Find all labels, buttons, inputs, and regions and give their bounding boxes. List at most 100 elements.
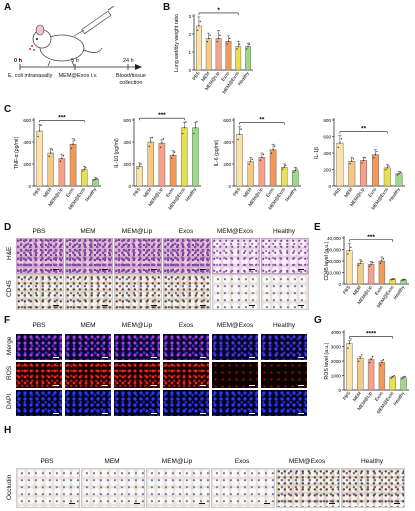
data-point xyxy=(398,172,400,175)
micrograph xyxy=(65,362,111,388)
y-tick-label: 200 xyxy=(223,162,231,167)
data-point xyxy=(248,43,251,45)
y-tick-label: 400 xyxy=(323,151,331,156)
panel-label-e: E xyxy=(314,222,321,233)
data-point xyxy=(94,178,97,181)
data-point xyxy=(250,161,252,163)
data-point xyxy=(183,127,185,129)
data-point xyxy=(285,164,287,167)
data-point xyxy=(293,171,295,173)
scale-bar xyxy=(298,357,304,358)
y-axis-label: TNF-α (pg/ml) xyxy=(14,137,20,170)
y-tick-label: 0 xyxy=(328,184,331,189)
data-point xyxy=(359,262,361,264)
x-tick-label: MEM xyxy=(352,391,362,403)
micrograph xyxy=(163,274,211,310)
data-point xyxy=(259,159,262,161)
data-point xyxy=(85,167,87,169)
y-tick-label: 4000 xyxy=(331,330,342,335)
column-label: MEM@Lip xyxy=(121,228,153,235)
micrograph xyxy=(261,274,309,310)
micrograph xyxy=(211,468,275,508)
data-point xyxy=(219,34,221,37)
micrograph xyxy=(261,334,307,360)
data-point xyxy=(347,347,349,349)
y-tick-label: 2000 xyxy=(331,359,342,364)
data-point xyxy=(182,132,184,135)
data-point xyxy=(238,43,241,45)
panel-label-g: G xyxy=(314,315,322,326)
data-point xyxy=(162,138,165,140)
data-point xyxy=(196,121,198,123)
data-point xyxy=(393,278,395,280)
data-point xyxy=(227,40,230,42)
data-point xyxy=(401,378,403,380)
panel-label-a: A xyxy=(4,2,12,13)
data-point xyxy=(379,364,382,366)
y-tick-label: 0 xyxy=(188,68,191,73)
x-tick-label: Healthy xyxy=(392,390,405,406)
data-point xyxy=(151,136,153,139)
micrograph xyxy=(163,238,211,274)
data-point xyxy=(370,358,372,361)
data-point xyxy=(349,163,351,165)
row-label: H&E xyxy=(6,246,13,260)
bar xyxy=(367,359,375,391)
data-point xyxy=(382,258,385,260)
scale-bar xyxy=(53,357,59,358)
micrograph xyxy=(16,334,62,360)
sig-label: *** xyxy=(367,234,375,241)
bar xyxy=(258,157,266,187)
scale-bar xyxy=(298,413,304,414)
x-tick-label: Exos xyxy=(374,284,384,296)
panel-label-d: D xyxy=(4,222,12,233)
scale-bar xyxy=(53,305,59,306)
data-point xyxy=(140,163,142,165)
x-tick-label: Exos xyxy=(265,186,275,198)
data-point xyxy=(364,157,366,159)
data-point xyxy=(199,20,201,23)
column-label: Healthy xyxy=(360,458,384,465)
micrograph xyxy=(163,362,209,388)
data-point xyxy=(362,159,365,162)
data-point xyxy=(161,142,163,144)
bar xyxy=(192,127,199,187)
bar xyxy=(236,134,243,187)
x-tick-label: PBS xyxy=(342,391,351,401)
y-tick-label: 400 xyxy=(123,140,131,145)
data-point xyxy=(247,45,249,48)
scale-bar xyxy=(151,385,157,386)
x-tick-label: MEM xyxy=(42,187,52,199)
data-point xyxy=(262,153,265,156)
micrograph xyxy=(261,390,307,416)
y-tick-label: 3 xyxy=(188,14,191,19)
data-point xyxy=(337,146,339,149)
bar xyxy=(147,141,155,187)
data-point xyxy=(216,40,218,43)
data-point xyxy=(61,157,63,160)
scale-bar xyxy=(102,357,108,358)
data-point xyxy=(402,279,405,281)
scale-bar xyxy=(200,385,206,386)
micrograph xyxy=(16,274,64,310)
data-point xyxy=(209,34,211,37)
scale-bar xyxy=(329,503,335,504)
data-point xyxy=(371,261,374,264)
micrograph xyxy=(341,468,405,508)
data-point xyxy=(208,37,210,40)
data-point xyxy=(351,160,353,162)
y-tick-label: 10,000 xyxy=(327,270,341,275)
micrograph xyxy=(212,274,260,310)
data-point xyxy=(404,278,406,281)
scale-bar xyxy=(102,305,108,306)
data-point xyxy=(172,154,174,156)
data-point xyxy=(296,168,298,170)
step-memexos: MEM@Exos i.v. xyxy=(58,73,98,79)
x-tick-label: PBS xyxy=(232,187,241,197)
data-point xyxy=(348,342,351,345)
micrograph xyxy=(261,238,309,274)
bar xyxy=(360,160,368,187)
x-tick-label: PBS xyxy=(132,187,141,197)
data-point xyxy=(392,376,394,378)
